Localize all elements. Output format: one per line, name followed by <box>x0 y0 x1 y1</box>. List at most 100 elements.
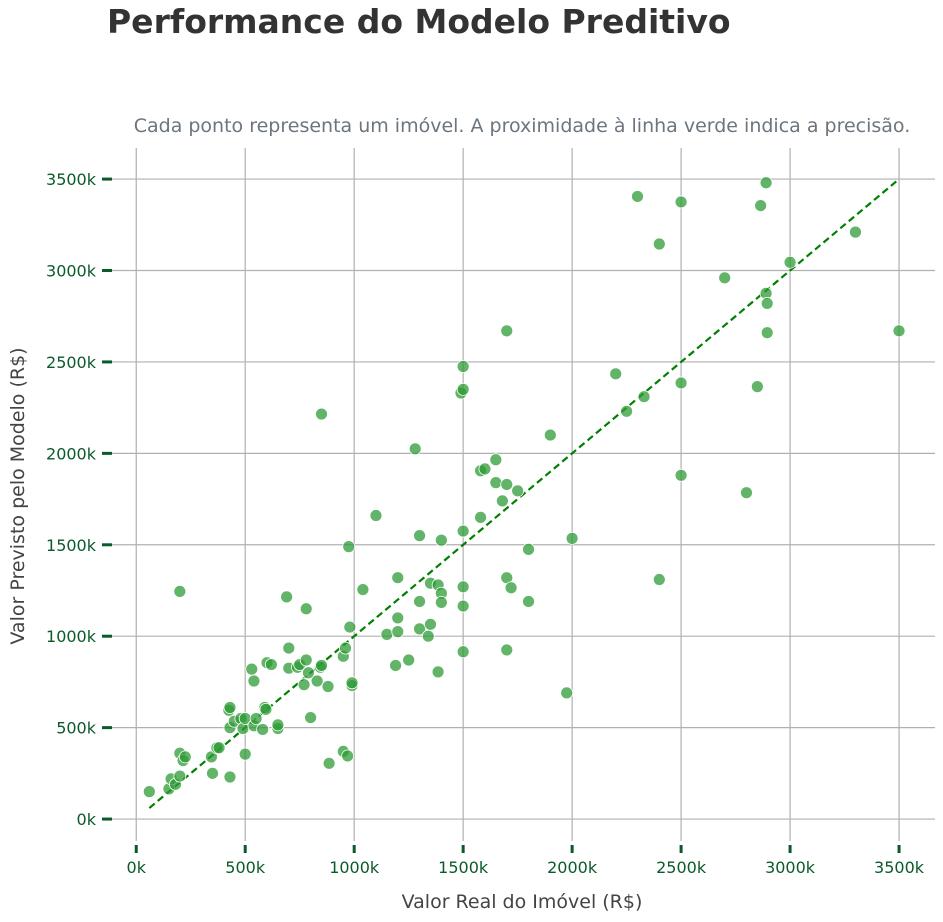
data-point <box>173 769 187 783</box>
data-point <box>271 718 285 732</box>
data-point <box>413 595 426 608</box>
x-tick-label: 3000k <box>765 858 816 877</box>
data-point <box>500 478 514 491</box>
data-point <box>456 382 470 396</box>
data-point <box>760 326 774 340</box>
y-tick-label: 500k <box>56 719 97 738</box>
data-point <box>302 666 315 680</box>
data-point <box>495 494 509 508</box>
data-point <box>280 590 294 604</box>
data-point <box>321 680 335 693</box>
axis-ticks: 0k 500k 1000k 1500k 2000k 2500k 3000k 3500k 0k 50… <box>46 170 925 877</box>
data-point <box>489 476 503 490</box>
y-tick-label: 3000k <box>46 262 97 281</box>
data-point <box>674 468 688 482</box>
data-point <box>500 324 514 338</box>
reference-line-layer <box>148 178 900 809</box>
data-point <box>322 756 336 770</box>
x-tick-label: 500k <box>225 858 266 877</box>
data-point <box>264 658 278 671</box>
data-points <box>142 176 906 799</box>
data-point <box>389 659 402 672</box>
data-point <box>750 380 764 394</box>
x-tick-label: 1500k <box>438 858 489 877</box>
data-point <box>511 484 525 498</box>
data-point <box>652 237 666 251</box>
data-point <box>652 573 666 586</box>
data-point <box>543 428 557 442</box>
data-point <box>434 595 448 609</box>
data-point <box>259 702 273 716</box>
data-point <box>783 255 797 269</box>
data-point <box>413 622 426 636</box>
data-point <box>560 686 574 700</box>
data-point <box>223 770 237 784</box>
data-point <box>304 711 317 724</box>
data-point <box>522 595 535 608</box>
data-point <box>408 442 422 456</box>
data-point <box>718 271 732 285</box>
data-point <box>434 533 448 547</box>
data-point <box>849 225 862 239</box>
y-tick-label: 1500k <box>46 536 97 555</box>
reference-line <box>148 178 900 809</box>
x-tick-label: 1000k <box>329 858 380 877</box>
data-point <box>315 659 328 672</box>
data-point <box>249 712 263 725</box>
data-point <box>343 620 357 634</box>
data-point <box>489 453 503 467</box>
data-point <box>431 665 445 679</box>
data-point <box>674 195 688 209</box>
data-point <box>299 653 313 667</box>
x-tick-label: 2000k <box>547 858 598 877</box>
data-point <box>565 531 579 545</box>
data-point <box>456 360 470 373</box>
data-point <box>310 674 324 688</box>
y-tick-label: 2000k <box>46 444 97 463</box>
data-point <box>522 542 535 556</box>
data-point <box>206 766 219 780</box>
data-point <box>637 390 651 404</box>
data-point <box>212 741 226 755</box>
data-point <box>391 611 405 625</box>
data-point <box>297 678 311 692</box>
data-point <box>620 404 634 418</box>
y-axis-label: Valor Previsto pelo Modelo (R$) <box>7 347 29 644</box>
data-point <box>478 462 492 476</box>
chart-subtitle: Cada ponto representa um imóvel. A proxi… <box>134 115 911 137</box>
x-axis-label: Valor Real do Imóvel (R$) <box>402 891 643 913</box>
data-point <box>299 602 313 616</box>
data-point <box>456 524 470 538</box>
data-point <box>754 199 768 212</box>
data-point <box>342 540 356 554</box>
data-point <box>391 571 405 585</box>
data-point <box>456 599 470 613</box>
y-tick-label: 1000k <box>46 627 97 646</box>
data-point <box>369 509 383 522</box>
data-point <box>421 629 435 643</box>
data-point <box>282 641 296 655</box>
data-point <box>345 676 359 690</box>
data-point <box>341 749 355 763</box>
data-point <box>609 367 623 381</box>
data-point <box>760 297 774 310</box>
data-point <box>500 643 514 657</box>
y-tick-label: 2500k <box>46 353 97 372</box>
data-point <box>315 407 328 421</box>
data-point <box>245 662 259 676</box>
data-point <box>142 785 156 799</box>
x-tick-label: 0k <box>127 858 147 877</box>
data-point <box>339 641 352 655</box>
data-point <box>456 645 470 659</box>
data-point <box>759 176 773 190</box>
y-tick-label: 3500k <box>46 170 97 189</box>
x-tick-label: 2500k <box>656 858 707 877</box>
data-point <box>178 750 192 764</box>
data-point <box>173 585 187 598</box>
data-point <box>223 701 237 714</box>
data-point <box>456 580 470 594</box>
data-point <box>892 324 906 338</box>
data-point <box>674 376 688 390</box>
data-point <box>391 625 405 639</box>
data-point <box>424 617 437 631</box>
